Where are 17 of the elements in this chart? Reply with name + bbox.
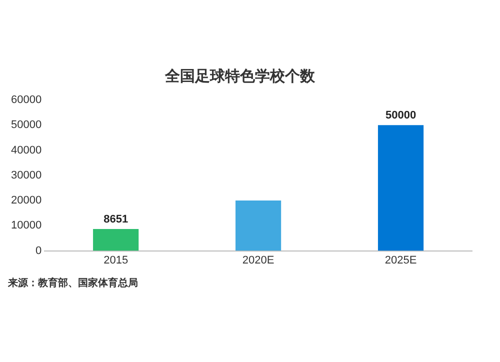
bar: [93, 229, 139, 251]
bar: [236, 200, 282, 251]
bar: [378, 125, 424, 251]
x-tick-label: 2020E: [242, 254, 274, 266]
y-tick-label: 10000: [10, 220, 42, 232]
x-tick-label: 2025E: [384, 254, 417, 266]
y-tick-label: 40000: [10, 144, 42, 156]
y-tick-label: 60000: [10, 94, 42, 106]
y-tick-label: 20000: [10, 194, 42, 207]
source-note: 来源：教育部、国家体育总局: [8, 276, 139, 290]
chart-title: 全国足球特色学校个数: [164, 68, 316, 86]
y-tick-label: 50000: [10, 119, 42, 132]
data-label: 8651: [104, 214, 128, 226]
y-tick-label: 0: [35, 244, 42, 257]
data-label: 50000: [385, 110, 416, 122]
x-tick-label: 2015: [104, 254, 128, 266]
y-tick-label: 30000: [10, 169, 42, 182]
